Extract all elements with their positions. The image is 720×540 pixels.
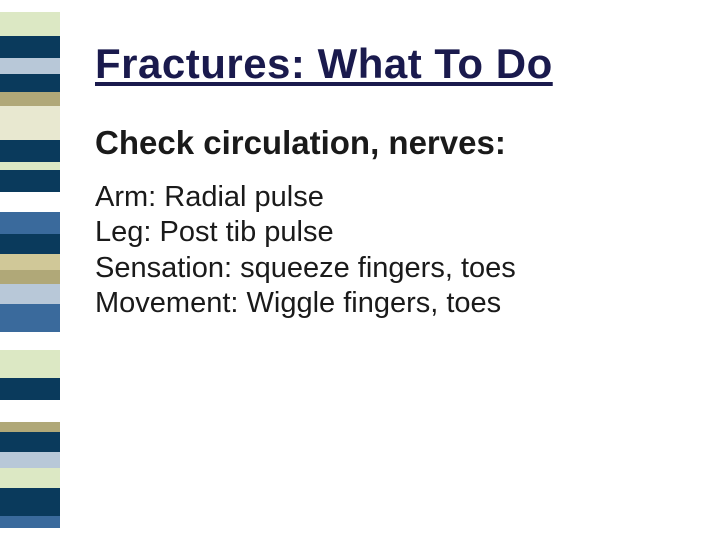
sidebar-stripe <box>0 170 60 192</box>
sidebar-stripe <box>0 488 60 516</box>
decorative-sidebar <box>0 12 60 528</box>
sidebar-stripe <box>0 92 60 106</box>
sidebar-stripe <box>0 234 60 254</box>
sidebar-stripe <box>0 162 60 170</box>
sidebar-stripe <box>0 212 60 234</box>
sidebar-stripe <box>0 106 60 140</box>
slide-title: Fractures: What To Do <box>95 40 690 88</box>
sidebar-stripe <box>0 422 60 432</box>
sidebar-stripe <box>0 400 60 422</box>
sidebar-stripe <box>0 140 60 162</box>
sidebar-stripe <box>0 192 60 212</box>
sidebar-stripe <box>0 452 60 468</box>
slide-content: Fractures: What To Do Check circulation,… <box>95 40 690 321</box>
sidebar-stripe <box>0 350 60 378</box>
sidebar-stripe <box>0 58 60 74</box>
sidebar-stripe <box>0 254 60 270</box>
sidebar-stripe <box>0 332 60 350</box>
slide-subtitle: Check circulation, nerves: <box>95 124 690 162</box>
body-line: Movement: Wiggle fingers, toes <box>95 286 690 321</box>
body-line: Leg: Post tib pulse <box>95 215 690 250</box>
body-line: Sensation: squeeze fingers, toes <box>95 251 690 286</box>
sidebar-stripe <box>0 432 60 452</box>
sidebar-stripe <box>0 304 60 332</box>
sidebar-stripe <box>0 284 60 304</box>
sidebar-stripe <box>0 36 60 58</box>
sidebar-stripe <box>0 468 60 488</box>
sidebar-stripe <box>0 74 60 92</box>
body-line: Arm: Radial pulse <box>95 180 690 215</box>
slide-body: Arm: Radial pulse Leg: Post tib pulse Se… <box>95 180 690 322</box>
sidebar-stripe <box>0 378 60 400</box>
sidebar-stripe <box>0 12 60 36</box>
sidebar-stripe <box>0 516 60 528</box>
sidebar-stripe <box>0 270 60 284</box>
